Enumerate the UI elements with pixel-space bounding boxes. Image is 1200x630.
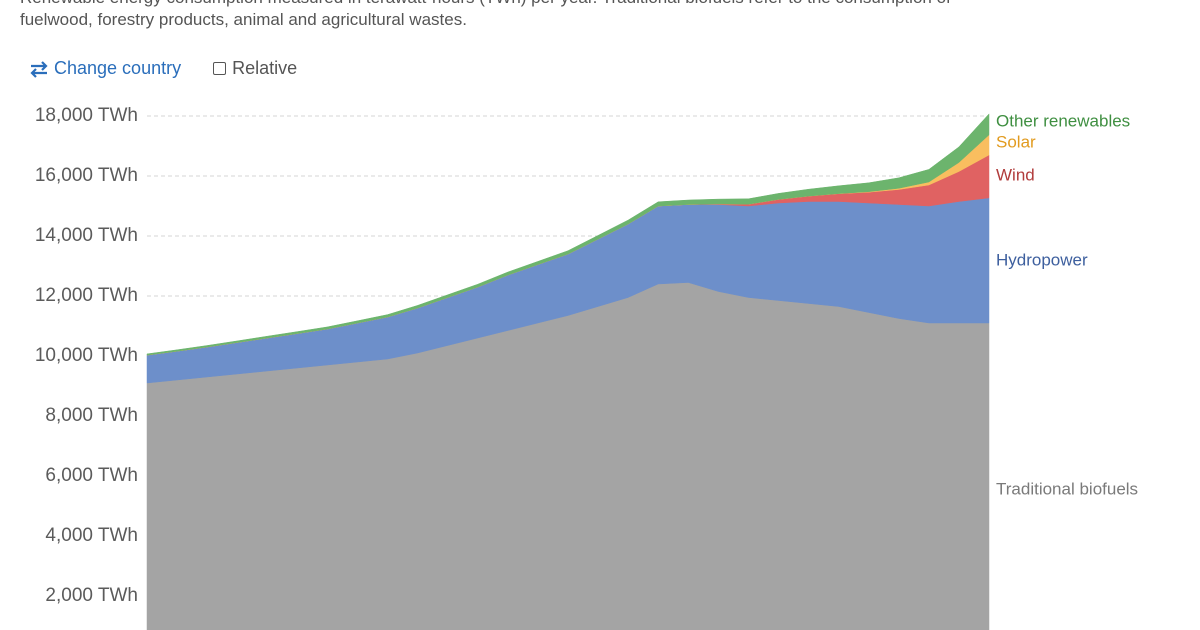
subtitle-line: Renewable energy consumption measured in… [20, 0, 1180, 9]
y-tick-label: 16,000 TWh [35, 165, 138, 186]
relative-toggle[interactable]: Relative [213, 58, 297, 79]
y-tick-label: 4,000 TWh [45, 525, 138, 546]
y-tick-label: 8,000 TWh [45, 405, 138, 426]
relative-label: Relative [232, 58, 298, 78]
y-tick-label: 14,000 TWh [35, 225, 138, 246]
series-label: Other renewables [996, 111, 1130, 130]
series-label: Hydropower [996, 250, 1088, 269]
area [146, 282, 990, 630]
series-label: Solar [996, 132, 1036, 151]
controls: Change country Relative [28, 58, 297, 79]
change-country-label: Change country [54, 58, 182, 78]
y-tick-label: 12,000 TWh [35, 285, 138, 306]
y-tick-label: 6,000 TWh [45, 465, 138, 486]
swap-icon [30, 60, 48, 78]
y-tick-label: 18,000 TWh [35, 105, 138, 126]
series-label: Traditional biofuels [996, 479, 1138, 498]
y-tick-label: 10,000 TWh [35, 345, 138, 366]
area [146, 113, 990, 356]
subtitle-line: fuelwood, forestry products, animal and … [20, 10, 467, 29]
y-tick-label: 2,000 TWh [45, 585, 138, 606]
change-country-button[interactable]: Change country [28, 58, 181, 79]
series-label: Wind [996, 165, 1035, 184]
checkbox[interactable] [213, 62, 227, 75]
